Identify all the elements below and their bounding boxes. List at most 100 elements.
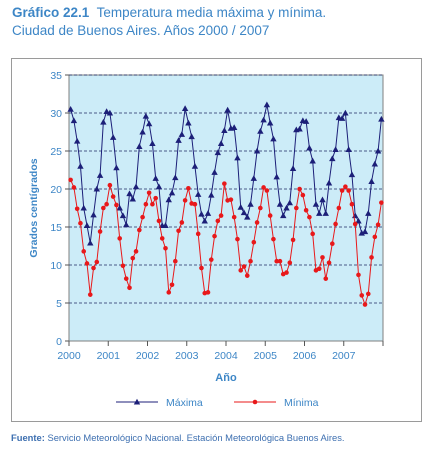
data-point: [284, 270, 289, 275]
data-point: [329, 155, 336, 162]
data-point: [107, 182, 113, 188]
data-point: [173, 258, 178, 264]
data-point: [96, 172, 104, 178]
data-point: [212, 233, 217, 239]
y-tick-label-0: 0: [56, 336, 62, 348]
data-point: [361, 228, 369, 235]
y-tick-label-15: 15: [50, 222, 62, 234]
legend-label: Máxima: [166, 397, 203, 409]
data-point: [130, 255, 136, 261]
data-point: [70, 117, 78, 124]
data-point: [142, 112, 150, 119]
data-point: [365, 210, 372, 216]
data-point: [332, 146, 339, 153]
temperature-chart: 0 5 10 15 20 25 30 35 2000 2001 2002 2003 2004 2005 20…: [28, 70, 385, 409]
data-point: [198, 210, 205, 217]
x-tick-label-2000: 2000: [57, 350, 81, 362]
data-point: [139, 128, 146, 135]
data-point: [145, 120, 153, 127]
data-point: [343, 184, 348, 190]
data-point: [345, 146, 352, 153]
data-point: [87, 239, 94, 246]
data-point: [248, 258, 253, 264]
data-point: [201, 217, 208, 224]
data-point: [302, 118, 310, 124]
data-point: [83, 222, 91, 229]
data-point: [146, 190, 152, 196]
data-point: [273, 173, 280, 180]
data-point: [163, 245, 168, 251]
x-tick-label-2004: 2004: [214, 350, 238, 362]
data-point: [136, 143, 143, 149]
data-point: [176, 228, 181, 234]
data-point: [326, 260, 332, 266]
data-point: [208, 257, 214, 262]
data-point: [306, 144, 313, 151]
data-point: [379, 200, 384, 205]
data-point: [286, 199, 293, 206]
data-point: [191, 163, 199, 169]
data-point: [362, 302, 368, 307]
x-tick-label-2007: 2007: [332, 350, 356, 362]
data-point: [312, 201, 320, 207]
x-axis-label: Año: [215, 372, 237, 384]
data-point: [358, 229, 365, 236]
data-point: [276, 201, 284, 207]
data-point: [240, 209, 248, 216]
data-point: [310, 231, 315, 237]
data-point: [372, 234, 378, 240]
data-point: [153, 195, 158, 201]
source-text: Servicio Meteorológico Nacional. Estació…: [47, 432, 345, 443]
data-point: [109, 134, 117, 140]
data-point: [266, 119, 274, 126]
source-note: Fuente: Servicio Meteorológico Nacional.…: [11, 432, 429, 443]
data-point: [74, 206, 80, 212]
data-point: [168, 189, 176, 196]
data-point: [323, 276, 329, 281]
data-point: [274, 258, 279, 264]
data-point: [77, 163, 84, 169]
data-point: [221, 127, 228, 134]
data-point: [175, 137, 182, 143]
data-point: [214, 149, 222, 156]
data-point: [73, 137, 81, 144]
data-point: [378, 115, 385, 122]
data-point: [205, 290, 211, 295]
data-point: [78, 220, 83, 226]
data-point: [169, 282, 175, 288]
data-point: [283, 204, 290, 211]
data-point: [156, 218, 162, 224]
data-point: [333, 221, 338, 227]
data-point: [114, 202, 119, 208]
data-point: [374, 147, 382, 154]
data-point: [231, 214, 237, 220]
data-point: [260, 116, 267, 123]
data-point: [159, 236, 165, 241]
data-point: [325, 179, 333, 186]
data-point: [137, 227, 142, 233]
data-point: [166, 290, 172, 295]
data-point: [247, 201, 254, 207]
data-point: [258, 205, 263, 211]
data-point: [97, 229, 103, 234]
data-point: [129, 195, 136, 202]
data-point: [71, 185, 77, 190]
data-point: [300, 192, 306, 198]
y-tick-label-5: 5: [56, 298, 62, 310]
data-point: [152, 175, 159, 181]
data-point: [68, 177, 73, 183]
data-point: [100, 118, 107, 125]
data-point: [342, 109, 349, 116]
data-point: [316, 266, 322, 272]
data-point: [309, 157, 316, 164]
data-point: [199, 265, 204, 271]
data-point: [356, 272, 361, 278]
data-point: [181, 105, 189, 111]
figure-number: Gráfico 22.1: [12, 5, 90, 20]
series-maxima: [67, 101, 385, 246]
data-point: [84, 261, 90, 266]
data-point: [123, 276, 129, 281]
data-point: [235, 236, 240, 242]
data-point: [127, 285, 132, 291]
y-tick-label-25: 25: [50, 146, 62, 158]
